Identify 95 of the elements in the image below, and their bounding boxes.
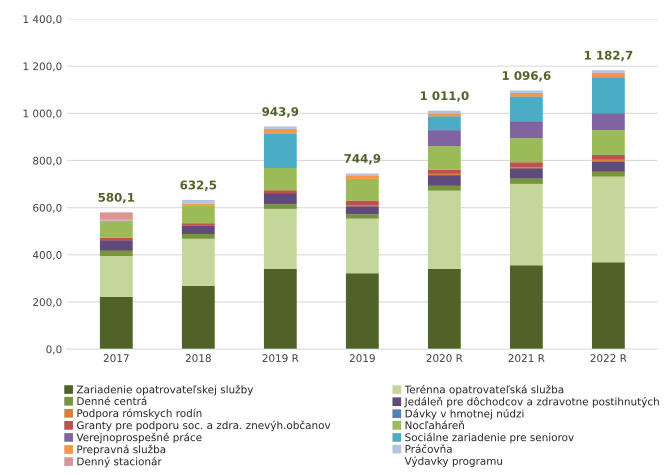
bar	[100, 297, 133, 350]
bar	[592, 113, 625, 130]
bar	[100, 212, 133, 220]
bar	[264, 268, 297, 350]
bar	[346, 173, 379, 176]
bar	[592, 262, 625, 350]
legend-label: Denné centrá	[77, 396, 146, 406]
bar	[510, 178, 543, 184]
x-tick-label: 2020 R	[426, 354, 463, 362]
bar	[592, 154, 625, 160]
bar	[264, 128, 297, 134]
text: Výdavky programu	[404, 456, 502, 467]
total-label: 1 182,7	[584, 50, 632, 62]
bar	[428, 116, 461, 130]
bar	[510, 121, 543, 138]
total-label: 744,9	[344, 154, 380, 164]
bar	[264, 204, 297, 209]
x-tick-label: 2019	[350, 354, 375, 362]
y-tick-label: 0,0	[46, 345, 62, 354]
bar	[182, 234, 215, 239]
bar	[100, 222, 133, 238]
legend-label: Terénna opatrovateľská služba	[404, 384, 564, 396]
bar	[510, 184, 543, 266]
x-tick-label: 2018	[186, 354, 211, 362]
bar	[100, 240, 133, 251]
bar	[428, 185, 461, 191]
y-tick-label: 1 400,0	[24, 15, 62, 24]
y-tick-label: 800,0	[33, 156, 62, 166]
bar	[592, 77, 625, 114]
legend-label: Podpora rómskych rodín	[77, 408, 202, 420]
bar	[346, 218, 379, 274]
x-tick-label: 2022 R	[590, 354, 627, 362]
bar	[264, 134, 297, 168]
bar	[182, 223, 215, 226]
bar	[428, 110, 461, 114]
x-tick-label: 2017	[104, 354, 129, 362]
bar	[264, 168, 297, 190]
total-label: 580,1	[98, 192, 134, 204]
bar	[346, 214, 379, 218]
bar	[592, 176, 625, 262]
bar	[428, 170, 461, 174]
bar	[428, 175, 461, 186]
bar	[592, 70, 625, 73]
total-label: 632,5	[180, 180, 216, 191]
bar	[510, 92, 543, 97]
y-tick-label: 400,0	[32, 251, 62, 260]
bar	[182, 206, 215, 224]
legend-label: Verejnoprospešné práce	[76, 432, 202, 444]
legend-label: Denný stacionár	[77, 456, 162, 468]
total-label: 1 011,0	[420, 91, 469, 102]
bar	[100, 238, 133, 240]
bar	[510, 96, 543, 122]
bar	[510, 162, 543, 168]
bar	[428, 146, 461, 170]
legend-label: Zariadenie opatrovateľskej služby	[76, 384, 254, 396]
bar	[182, 286, 215, 350]
y-tick-label: 1 000,0	[24, 110, 62, 118]
y-tick-label: 200,0	[33, 298, 62, 308]
bar	[346, 200, 379, 206]
legend-label: Nocľaháreň	[406, 420, 464, 430]
legend-label: Prepravná služba	[77, 444, 166, 456]
bar	[264, 190, 297, 194]
x-tick-label: 2019 R	[262, 354, 299, 362]
bar	[510, 168, 543, 178]
bar	[428, 190, 461, 269]
y-tick-label: 600,0	[33, 204, 62, 213]
bar	[264, 193, 297, 204]
bar	[346, 273, 379, 350]
bar	[592, 72, 625, 78]
total-label: 943,9	[262, 107, 298, 118]
bar	[428, 130, 461, 146]
bar	[100, 256, 133, 298]
legend-label: Dávky v hmotnej núdzi	[406, 409, 524, 420]
bar	[592, 130, 625, 155]
bar	[182, 238, 215, 286]
legend-label: Jedáleň pre dôchodcov a zdravotne postihnutých	[404, 396, 659, 408]
bar	[428, 113, 461, 116]
bar	[264, 208, 297, 269]
legend-label: Práčovňa	[406, 444, 452, 453]
bar	[592, 162, 625, 172]
bar	[428, 268, 461, 350]
legend-label: Granty pre podporu soc. a zdra. znevýh.občanov	[77, 420, 330, 432]
total-label: 1 096,6	[502, 71, 551, 82]
bar	[510, 138, 543, 162]
bar	[100, 250, 133, 256]
bar	[182, 226, 215, 234]
bar	[510, 265, 543, 350]
bar	[346, 176, 379, 179]
x-tick-label: 2021 R	[508, 354, 545, 362]
bar	[346, 206, 379, 214]
y-tick-label: 1 200,0	[24, 62, 62, 72]
bar	[182, 200, 215, 204]
legend-label: Sociálne zariadenie pre seniorov	[405, 432, 574, 444]
bar	[346, 178, 379, 201]
bar	[592, 172, 625, 177]
